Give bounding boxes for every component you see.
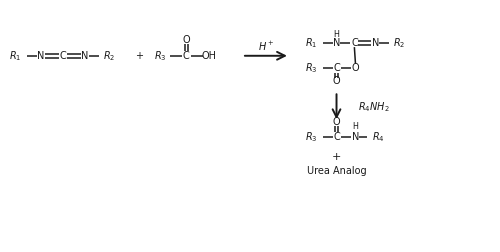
- Text: C: C: [333, 132, 340, 142]
- Text: Urea Analog: Urea Analog: [306, 166, 366, 175]
- Text: N: N: [372, 38, 379, 48]
- Text: O: O: [332, 77, 340, 86]
- Text: H: H: [334, 29, 340, 39]
- Text: $R_3$: $R_3$: [304, 130, 317, 144]
- Text: C: C: [60, 51, 66, 61]
- Text: C: C: [333, 63, 340, 73]
- Text: $R_2$: $R_2$: [393, 36, 406, 50]
- Text: $R_2$: $R_2$: [103, 49, 115, 63]
- Text: N: N: [333, 38, 340, 48]
- Text: O: O: [332, 117, 340, 127]
- Text: $R_3$: $R_3$: [304, 61, 317, 75]
- Text: O: O: [182, 35, 190, 45]
- Text: C: C: [183, 51, 190, 61]
- Text: H: H: [352, 122, 358, 132]
- Text: +: +: [332, 152, 341, 162]
- Text: $R_4NH_2$: $R_4NH_2$: [358, 100, 390, 114]
- Text: $H^+$: $H^+$: [258, 40, 274, 53]
- Text: +: +: [134, 51, 142, 61]
- Text: O: O: [352, 63, 359, 73]
- Text: $R_3$: $R_3$: [154, 49, 166, 63]
- Text: C: C: [351, 38, 358, 48]
- Text: $R_1$: $R_1$: [304, 36, 317, 50]
- Text: N: N: [81, 51, 88, 61]
- Text: N: N: [38, 51, 45, 61]
- Text: OH: OH: [202, 51, 216, 61]
- Text: $R_1$: $R_1$: [10, 49, 22, 63]
- Text: N: N: [352, 132, 359, 142]
- Text: $R_4$: $R_4$: [372, 130, 385, 144]
